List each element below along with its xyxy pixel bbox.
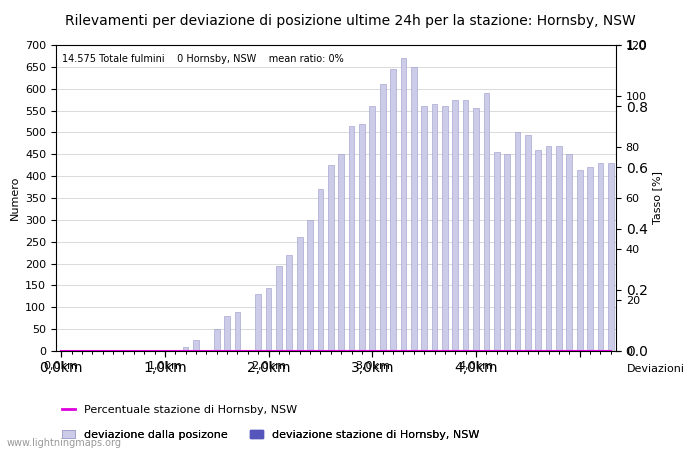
Bar [328,165,334,351]
Bar [400,58,406,351]
Bar [234,312,240,351]
Percentuale stazione di Hornsby, NSW [265,348,273,354]
Bar [484,93,489,351]
Percentuale stazione di Hornsby, NSW [389,348,397,354]
Bar [566,154,572,351]
Bar [536,150,541,351]
Bar [286,255,292,351]
Bar [432,104,438,351]
Bar [318,189,323,351]
Bar [380,84,386,351]
Bar [370,106,375,351]
Bar [494,152,500,351]
Bar [349,126,354,351]
Percentuale stazione di Hornsby, NSW [379,348,387,354]
Bar [297,237,302,351]
Text: 14.575 Totale fulmini    0 Hornsby, NSW    mean ratio: 0%: 14.575 Totale fulmini 0 Hornsby, NSW mea… [62,54,344,64]
Y-axis label: Tasso [%]: Tasso [%] [652,171,662,225]
Text: Deviazioni: Deviazioni [626,364,685,374]
Bar [390,69,396,351]
Bar [183,346,188,351]
Bar [276,266,282,351]
Bar [442,106,448,351]
Percentuale stazione di Hornsby, NSW [430,348,439,354]
Bar [587,167,593,351]
Percentuale stazione di Hornsby, NSW [57,348,65,354]
Bar [546,145,552,351]
Bar [307,220,313,351]
Bar [473,108,479,351]
Percentuale stazione di Hornsby, NSW [150,348,159,354]
Bar [162,350,168,351]
Bar [338,154,344,351]
Y-axis label: Numero: Numero [10,176,20,220]
Bar [608,163,614,351]
Bar [504,154,510,351]
Bar [411,67,416,351]
Bar [598,163,603,351]
Legend: Percentuale stazione di Hornsby, NSW: Percentuale stazione di Hornsby, NSW [62,405,297,415]
Bar [463,99,468,351]
Bar [556,145,562,351]
Bar [266,288,272,351]
Text: Rilevamenti per deviazione di posizione ultime 24h per la stazione: Hornsby, NSW: Rilevamenti per deviazione di posizione … [64,14,636,27]
Bar [525,135,531,351]
Bar [452,99,458,351]
Bar [214,329,220,351]
Bar [421,106,427,351]
Bar [256,294,261,351]
Bar [359,124,365,351]
Percentuale stazione di Hornsby, NSW [607,348,615,354]
Bar [224,316,230,351]
Text: www.lightningmaps.org: www.lightningmaps.org [7,438,122,448]
Legend: deviazione dalla posizone, deviazione stazione di Hornsby, NSW: deviazione dalla posizone, deviazione st… [62,430,480,440]
Bar [193,340,199,351]
Bar [514,132,520,351]
Percentuale stazione di Hornsby, NSW [358,348,366,354]
Bar [577,170,582,351]
